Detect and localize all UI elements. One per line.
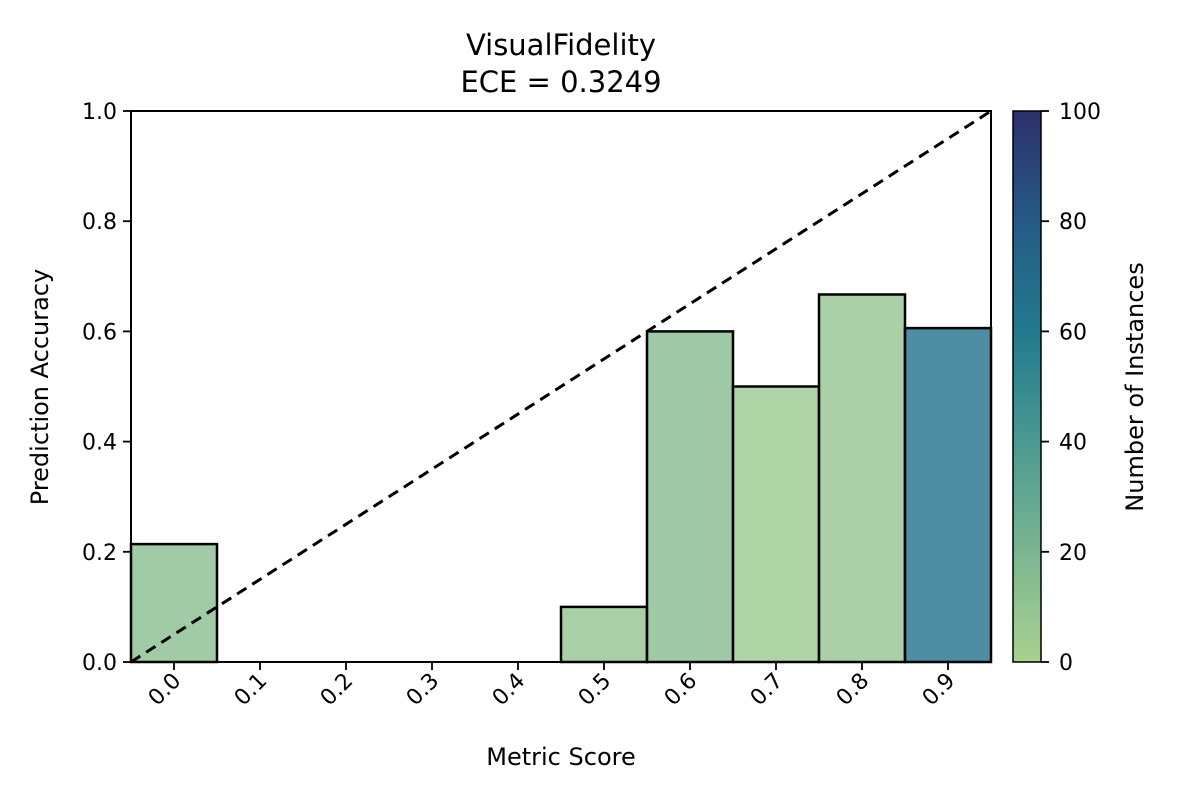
y-tick-label: 0.6 [82,320,117,345]
colorbar-tick-label: 20 [1059,541,1087,566]
y-tick-label: 1.0 [82,100,117,125]
bar-0.8 [817,293,907,664]
x-axis-label: Metric Score [486,743,635,771]
bar-0.5 [559,605,649,664]
colorbar-tick-label: 80 [1059,210,1087,235]
x-tick-label: 0.4 [488,669,530,711]
x-tick-label: 0.1 [230,669,272,711]
y-tick-label: 0.4 [82,431,117,456]
colorbar [1012,110,1042,663]
plot-area-frame [130,110,992,663]
x-tick-label: 0.8 [832,669,874,711]
x-tick-label: 0.3 [402,669,444,711]
y-axis-label: Prediction Accuracy [26,269,54,505]
colorbar-tick-label: 40 [1059,431,1087,456]
colorbar-label: Number of Instances [1121,262,1149,511]
y-tick-label: 0.0 [82,651,117,676]
bar-0.6 [645,330,735,664]
colorbar-tick-label: 100 [1059,100,1101,125]
bar-0.7 [731,385,821,664]
bar-0.0 [129,542,219,664]
colorbar-tick-label: 0 [1059,651,1073,676]
x-tick-label: 0.0 [144,669,186,711]
y-axis-ticks: 0.0 0.2 0.4 0.6 0.8 1.0 [82,100,131,676]
x-tick-label: 0.9 [918,669,960,711]
bar-0.9 [903,326,993,664]
x-tick-label: 0.6 [660,669,702,711]
x-tick-label: 0.5 [574,669,616,711]
y-tick-label: 0.2 [82,541,117,566]
perfect-calibration-line [130,109,992,664]
chart-title: VisualFidelity [466,28,656,62]
x-axis-ticks: 0.0 0.1 0.2 0.3 0.4 0.5 0.6 0.7 0.8 0.9 [144,662,960,711]
chart-subtitle: ECE = 0.3249 [460,65,661,99]
bars-layer [129,293,993,664]
y-tick-label: 0.8 [82,210,117,235]
colorbar-tick-label: 60 [1059,320,1087,345]
x-tick-label: 0.7 [746,669,788,711]
x-tick-label: 0.2 [316,669,358,711]
colorbar-ticks: 0 20 40 60 80 100 [1041,100,1101,676]
